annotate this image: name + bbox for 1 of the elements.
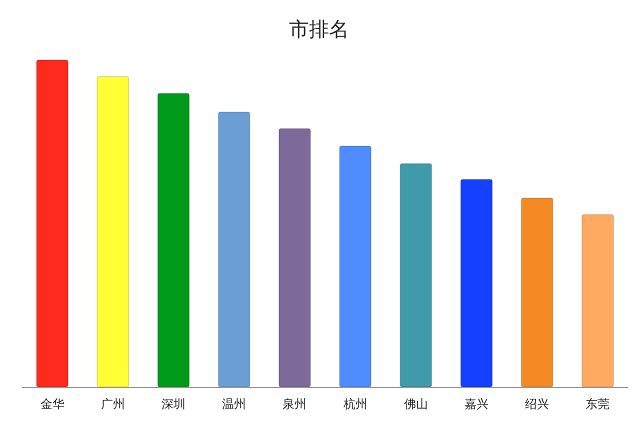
title: 市排名 bbox=[289, 17, 349, 41]
